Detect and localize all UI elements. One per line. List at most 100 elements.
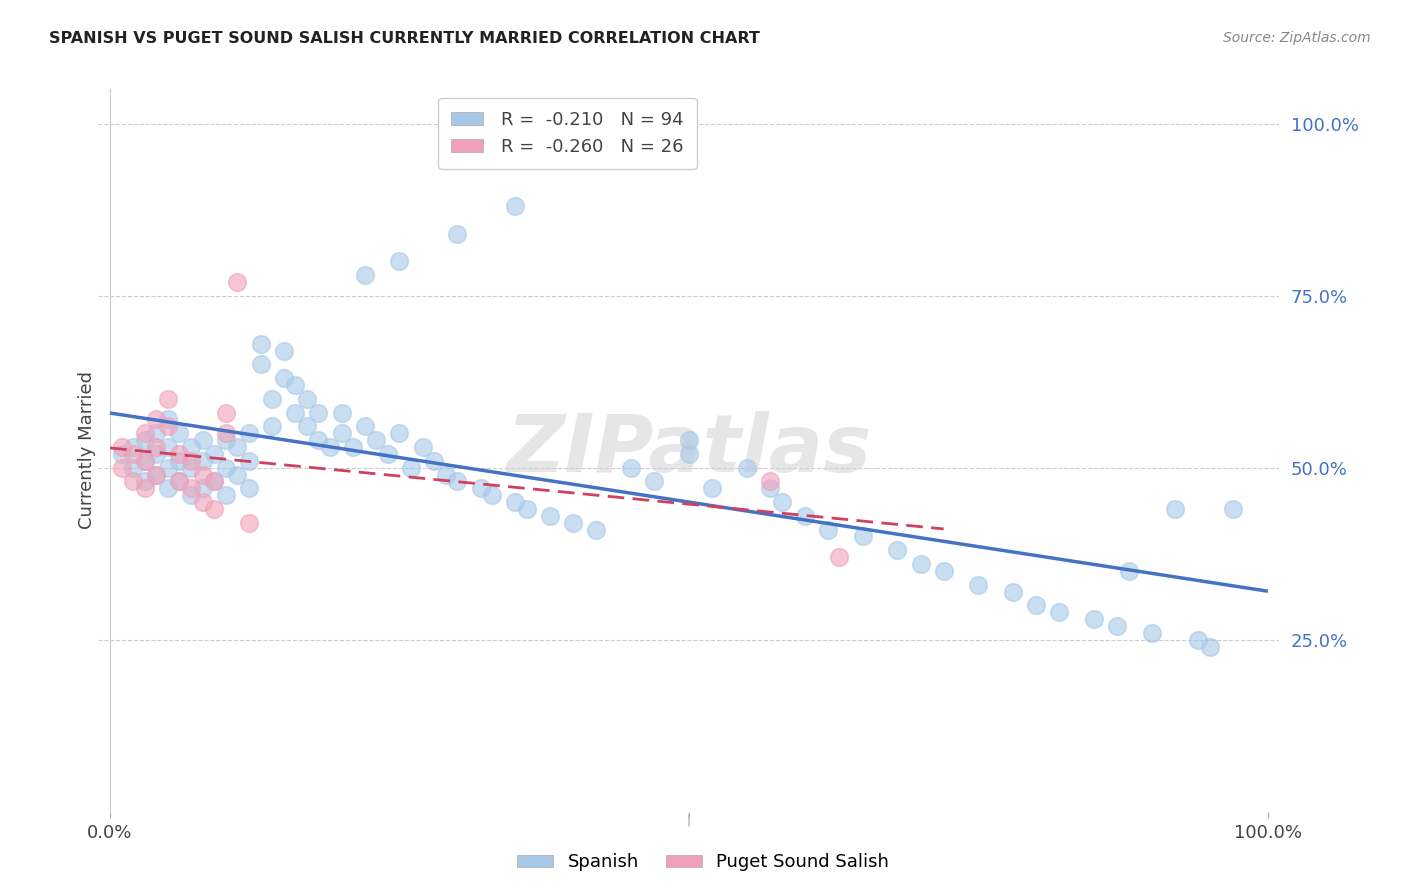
Text: Source: ZipAtlas.com: Source: ZipAtlas.com: [1223, 31, 1371, 45]
Point: [562, 516, 585, 530]
Point: [770, 495, 793, 509]
Point: [169, 447, 191, 461]
Point: [122, 475, 145, 489]
Point: [249, 358, 271, 372]
Point: [503, 199, 526, 213]
Point: [145, 426, 167, 441]
Point: [202, 502, 225, 516]
Point: [1025, 599, 1047, 613]
Point: [215, 488, 238, 502]
Point: [284, 406, 307, 420]
Point: [793, 508, 815, 523]
Point: [262, 392, 284, 406]
Point: [156, 440, 179, 454]
Point: [202, 447, 225, 461]
Point: [145, 467, 167, 482]
Point: [700, 481, 723, 495]
Point: [134, 433, 156, 447]
Point: [678, 433, 700, 447]
Point: [1199, 640, 1222, 654]
Point: [446, 475, 468, 489]
Text: SPANISH VS PUGET SOUND SALISH CURRENTLY MARRIED CORRELATION CHART: SPANISH VS PUGET SOUND SALISH CURRENTLY …: [49, 31, 761, 46]
Point: [538, 508, 561, 523]
Point: [134, 481, 156, 495]
Point: [910, 557, 932, 571]
Point: [169, 475, 191, 489]
Point: [226, 275, 249, 289]
Point: [145, 412, 167, 426]
Point: [388, 254, 411, 268]
Point: [1222, 502, 1244, 516]
Point: [191, 433, 214, 447]
Point: [295, 392, 318, 406]
Point: [191, 481, 214, 495]
Point: [262, 419, 284, 434]
Point: [215, 460, 238, 475]
Point: [110, 440, 132, 454]
Point: [156, 392, 179, 406]
Point: [678, 447, 700, 461]
Point: [226, 467, 249, 482]
Point: [169, 454, 191, 468]
Point: [134, 426, 156, 441]
Point: [319, 440, 342, 454]
Point: [156, 419, 179, 434]
Point: [238, 454, 260, 468]
Point: [470, 481, 492, 495]
Point: [1107, 619, 1129, 633]
Point: [249, 336, 271, 351]
Point: [215, 406, 238, 420]
Point: [191, 467, 214, 482]
Point: [620, 460, 643, 475]
Point: [169, 475, 191, 489]
Point: [932, 564, 955, 578]
Point: [226, 440, 249, 454]
Point: [307, 433, 329, 447]
Point: [446, 227, 468, 241]
Point: [215, 426, 238, 441]
Point: [585, 523, 607, 537]
Point: [180, 460, 202, 475]
Y-axis label: Currently Married: Currently Married: [79, 371, 96, 530]
Point: [180, 440, 202, 454]
Point: [1118, 564, 1140, 578]
Point: [1140, 625, 1163, 640]
Point: [1187, 632, 1209, 647]
Point: [852, 529, 875, 543]
Point: [1049, 605, 1071, 619]
Point: [134, 454, 156, 468]
Point: [238, 426, 260, 441]
Point: [180, 454, 202, 468]
Point: [1002, 584, 1025, 599]
Point: [423, 454, 446, 468]
Point: [516, 502, 538, 516]
Point: [180, 481, 202, 495]
Point: [342, 440, 364, 454]
Text: ZIPatlas: ZIPatlas: [506, 411, 872, 490]
Point: [145, 440, 167, 454]
Point: [759, 481, 782, 495]
Point: [967, 577, 990, 591]
Point: [215, 433, 238, 447]
Point: [434, 467, 457, 482]
Point: [817, 523, 839, 537]
Point: [1164, 502, 1187, 516]
Legend: R =  -0.210   N = 94, R =  -0.260   N = 26: R = -0.210 N = 94, R = -0.260 N = 26: [439, 98, 696, 169]
Point: [399, 460, 422, 475]
Point: [156, 412, 179, 426]
Point: [122, 447, 145, 461]
Point: [828, 550, 851, 565]
Point: [273, 371, 295, 385]
Legend: Spanish, Puget Sound Salish: Spanish, Puget Sound Salish: [509, 847, 897, 879]
Point: [191, 454, 214, 468]
Point: [366, 433, 388, 447]
Point: [759, 475, 782, 489]
Point: [735, 460, 758, 475]
Point: [307, 406, 329, 420]
Point: [134, 475, 156, 489]
Point: [412, 440, 434, 454]
Point: [353, 268, 375, 282]
Point: [180, 488, 202, 502]
Point: [191, 495, 214, 509]
Point: [238, 516, 260, 530]
